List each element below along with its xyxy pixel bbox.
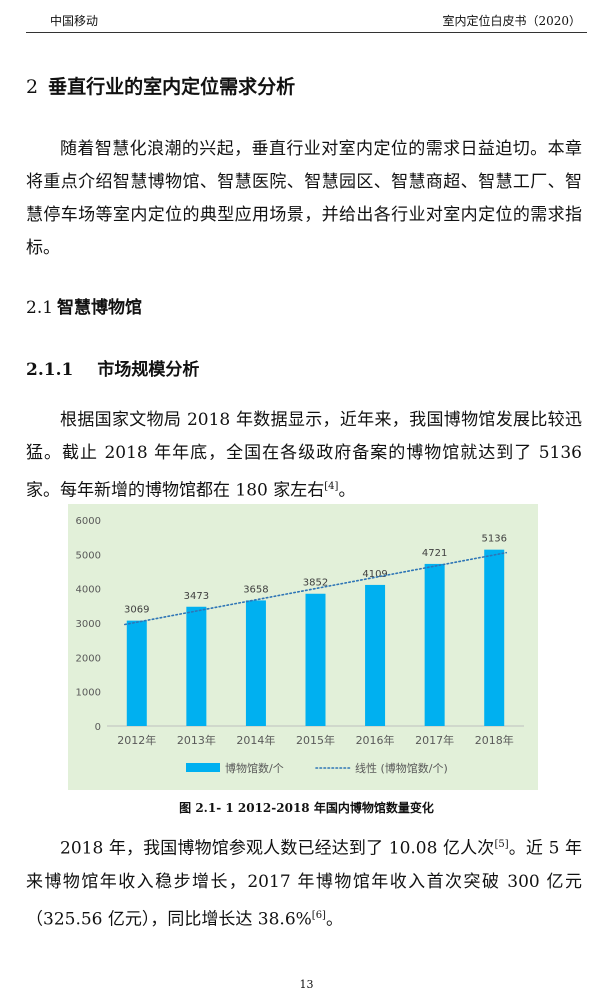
y-tick-label: 0 — [95, 722, 101, 733]
market-paragraph: 根据国家文物局 2018 年数据显示，近年来，我国博物馆发展比较迅猛。截止 20… — [26, 404, 582, 508]
market-tail: 。 — [338, 480, 356, 501]
visitor-text-c: 。 — [325, 909, 343, 930]
bar — [424, 563, 445, 726]
x-tick-label: 2018年 — [475, 733, 514, 747]
page-number: 13 — [299, 978, 314, 991]
bar-value-label: 3658 — [243, 584, 268, 595]
bar-value-label: 4109 — [362, 569, 387, 580]
subsubsection-heading: 2.1.1 市场规模分析 — [26, 355, 199, 380]
bar-value-label: 4721 — [422, 548, 447, 559]
visitor-text-a: 2018 年，我国博物馆参观人数已经达到了 10.08 亿人次 — [60, 838, 495, 859]
figure-caption: 图 2.1- 1 2012-2018 年国内博物馆数量变化 — [179, 801, 434, 815]
legend-label-trendline: 线性 (博物馆数/个) — [355, 761, 448, 775]
header-left: 中国移动 — [50, 14, 99, 28]
citation-5: [5] — [494, 839, 509, 850]
subsubsection-number: 2.1.1 — [26, 360, 74, 380]
x-tick-label: 2012年 — [117, 733, 156, 747]
legend-swatch-bars — [186, 763, 220, 772]
bar — [365, 584, 386, 726]
museum-count-chart: 0 1000 2000 3000 4000 5000 6000 3069 2012年 3473 20… — [68, 504, 538, 790]
y-tick-label: 4000 — [76, 585, 101, 596]
section-heading: 2 垂直行业的室内定位需求分析 — [26, 72, 295, 99]
y-tick-label: 2000 — [76, 653, 101, 664]
visitor-paragraph: 2018 年，我国博物馆参观人数已经达到了 10.08 亿人次[5]。近 5 年… — [26, 828, 582, 936]
x-tick-label: 2015年 — [296, 733, 335, 747]
subsection-title: 智慧博物馆 — [57, 298, 143, 318]
subsection-number: 2.1 — [26, 298, 54, 318]
bar-value-label: 3473 — [184, 591, 209, 602]
section-title: 垂直行业的室内定位需求分析 — [48, 76, 296, 98]
citation-6: [6] — [311, 909, 326, 921]
y-tick-label: 1000 — [76, 688, 101, 699]
trendline — [123, 551, 508, 626]
x-tick-label: 2013年 — [177, 733, 216, 747]
visitor-text-b: 。近 5 年来博物馆年收入稳步增长，2017 年博物馆年收入首次突破 300 亿… — [26, 838, 582, 930]
y-tick-label: 5000 — [76, 550, 101, 561]
bar — [305, 593, 326, 726]
intro-paragraph: 随着智慧化浪潮的兴起，垂直行业对室内定位的需求日益迫切。本章将重点介绍智慧博物馆… — [26, 139, 582, 258]
x-tick-label: 2017年 — [415, 733, 454, 747]
bar — [126, 620, 147, 726]
legend-label-bars: 博物馆数/个 — [225, 761, 284, 775]
bar — [245, 600, 266, 726]
y-tick-label: 6000 — [76, 516, 101, 527]
subsubsection-title: 市场规模分析 — [97, 360, 200, 380]
bar — [186, 606, 207, 726]
citation-4: [4] — [324, 481, 339, 492]
page-header: 中国移动 室内定位白皮书（2020） — [26, 10, 587, 33]
section-number: 2 — [26, 76, 39, 98]
bar — [484, 549, 505, 726]
header-right: 室内定位白皮书（2020） — [442, 14, 581, 28]
bar-value-label: 3852 — [303, 578, 328, 589]
bar-value-label: 5136 — [481, 534, 506, 545]
chart-svg: 0 1000 2000 3000 4000 5000 6000 3069 2012年 3473 20… — [76, 516, 524, 775]
market-text: 根据国家文物局 2018 年数据显示，近年来，我国博物馆发展比较迅猛。截止 20… — [26, 410, 582, 501]
x-tick-label: 2014年 — [236, 733, 275, 747]
y-tick-label: 3000 — [76, 619, 101, 630]
bar-value-label: 3069 — [124, 605, 149, 616]
subsection-heading: 2.1 智慧博物馆 — [26, 293, 142, 318]
x-tick-label: 2016年 — [356, 733, 395, 747]
